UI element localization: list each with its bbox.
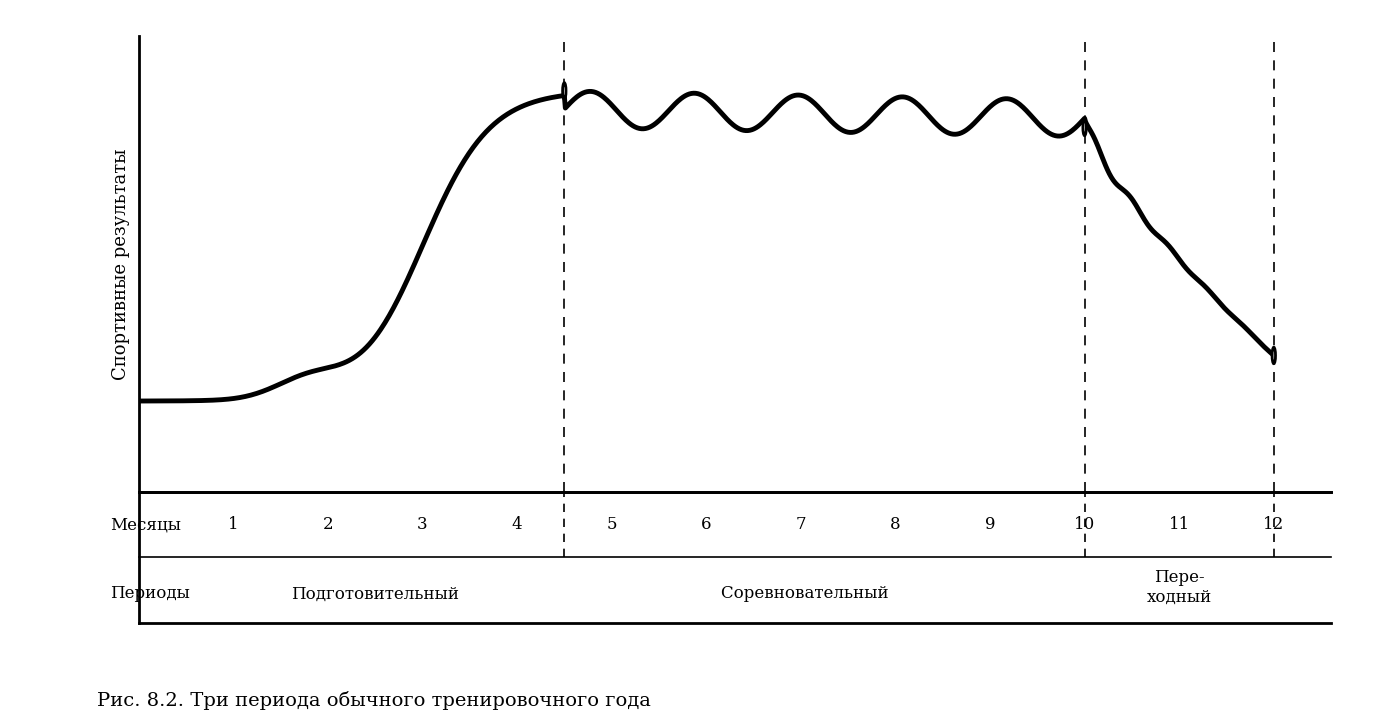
Text: 10: 10 (1074, 516, 1095, 534)
Text: Месяцы: Месяцы (111, 516, 182, 534)
Text: 12: 12 (1263, 516, 1285, 534)
Text: Рис. 8.2. Три периода обычного тренировочного года: Рис. 8.2. Три периода обычного тренирово… (97, 691, 651, 710)
Text: 6: 6 (701, 516, 711, 534)
Y-axis label: Спортивные результаты: Спортивные результаты (112, 148, 130, 380)
Text: 8: 8 (890, 516, 901, 534)
Text: Периоды: Периоды (111, 586, 190, 602)
Text: 4: 4 (511, 516, 523, 534)
Text: 9: 9 (984, 516, 995, 534)
Circle shape (1272, 348, 1275, 363)
Circle shape (563, 83, 565, 99)
Text: 3: 3 (417, 516, 428, 534)
Text: 7: 7 (796, 516, 807, 534)
Text: Пере-
ходный: Пере- ходный (1146, 569, 1211, 606)
Text: 11: 11 (1168, 516, 1189, 534)
Text: 2: 2 (323, 516, 333, 534)
Text: Подготовительный: Подготовительный (291, 586, 459, 602)
Text: Соревновательный: Соревновательный (721, 586, 900, 602)
Text: 1: 1 (227, 516, 238, 534)
Text: 5: 5 (606, 516, 617, 534)
Circle shape (1082, 119, 1087, 135)
